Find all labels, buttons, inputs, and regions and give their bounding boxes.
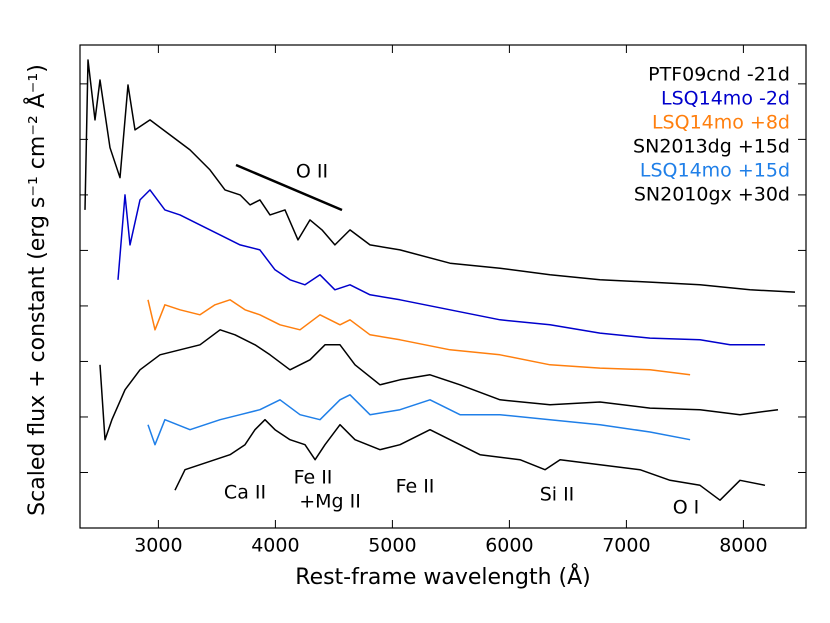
line-annotation: O II [296, 161, 328, 183]
spectrum-line [147, 299, 691, 376]
x-tick-label: 5000 [368, 535, 416, 557]
x-tick-label: 6000 [485, 535, 533, 557]
legend-label: LSQ14mo +15d [640, 160, 790, 182]
spectrum-line [147, 394, 691, 446]
o-ii-marker [235, 163, 343, 212]
spectrum-line [84, 59, 796, 293]
spectrum-line [99, 329, 779, 441]
line-annotation: O I [673, 497, 700, 519]
line-annotation: Fe II [294, 467, 333, 489]
spectrum-line [117, 189, 765, 346]
legend-label: LSQ14mo +8d [652, 112, 790, 134]
line-annotation: Ca II [224, 482, 266, 504]
legend-label: SN2010gx +30d [634, 184, 790, 206]
x-tick-label: 8000 [719, 535, 767, 557]
x-axis-label: Rest-frame wavelength (Å) [295, 563, 590, 590]
x-tick-label: 7000 [602, 535, 650, 557]
legend-label: SN2013dg +15d [633, 136, 790, 158]
line-annotation: Si II [540, 484, 575, 506]
y-axis-label: Scaled flux + constant (erg s⁻¹ cm⁻² Å⁻¹… [23, 64, 50, 516]
plot-frame [79, 44, 807, 529]
spectrum-line [174, 418, 766, 501]
line-annotation: Fe II [396, 476, 435, 498]
line-annotation: +Mg II [299, 491, 361, 513]
x-tick-label: 4000 [251, 535, 299, 557]
x-tick-label: 3000 [134, 535, 182, 557]
legend-label: LSQ14mo -2d [661, 88, 790, 110]
legend-label: PTF09cnd -21d [648, 64, 790, 86]
